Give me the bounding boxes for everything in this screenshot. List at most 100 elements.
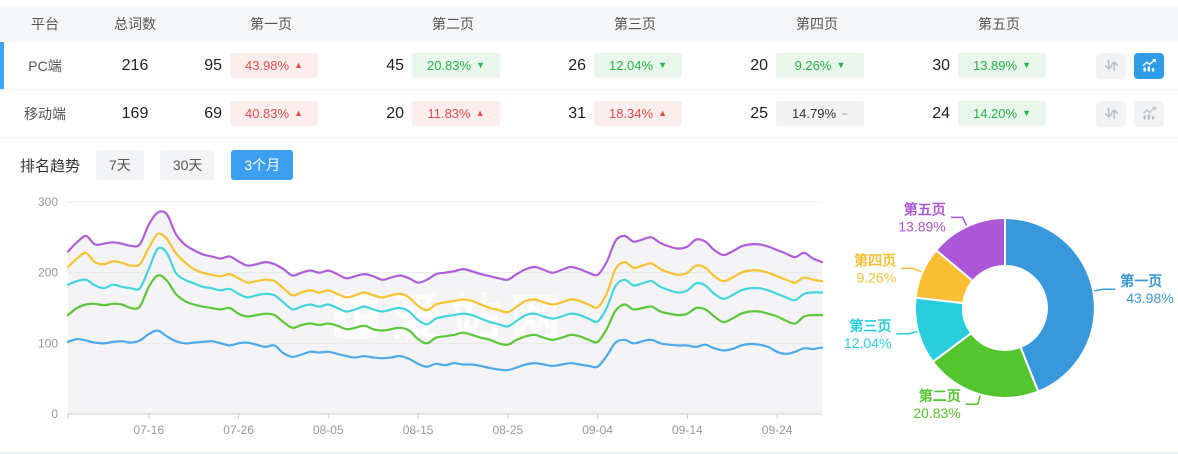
col-header-page4: 第四页	[796, 16, 838, 32]
page1-cell: 69 40.83% ▲	[180, 101, 362, 126]
trend-arrow-icon: ▼	[658, 60, 667, 70]
trend-arrow-icon: ▼	[836, 60, 846, 70]
page4-cell: 20 9.26% ▼	[726, 53, 908, 78]
platform-label: PC端	[28, 57, 62, 74]
x-axis-tick-label: 09-24	[762, 423, 793, 437]
keyword-count: 69	[204, 104, 222, 122]
page5-cell: 30 13.89% ▼	[908, 53, 1090, 78]
percent-value: 9.26%	[794, 58, 832, 73]
keyword-count: 31	[568, 104, 586, 122]
y-axis-tick-label: 100	[38, 336, 58, 350]
trend-arrow-icon: ▼	[1022, 108, 1031, 118]
trend-chart-icon	[1142, 107, 1156, 120]
total-words-value: 169	[121, 104, 149, 122]
page4-cell: 25 14.79% −	[726, 101, 908, 126]
series-line-第四页	[66, 232, 824, 314]
slice-percent: 12.04%	[844, 335, 891, 351]
stacked-area-fill	[68, 211, 822, 414]
percent-value: 20.83%	[426, 58, 472, 73]
percent-value: 14.20%	[972, 106, 1018, 121]
trend-arrow-icon: ▲	[475, 108, 485, 118]
col-header-page3: 第三页	[614, 16, 656, 32]
slice-label: 第三页	[849, 318, 891, 334]
percent-pill: 13.89% ▼	[958, 53, 1046, 78]
y-axis-tick-label: 300	[38, 195, 58, 209]
rank-trend-title: 排名趋势	[20, 157, 81, 175]
x-axis-tick-label: 08-15	[403, 423, 434, 437]
percent-pill: 12.04% ▼	[594, 53, 682, 78]
charts-row: 0 100 200 300 爱站网 07-16 07-26 08-05 08-15 08-25 09…	[0, 192, 1178, 452]
range-tab-3m[interactable]: 3个月	[231, 150, 294, 180]
keyword-count: 20	[750, 56, 768, 74]
percent-pill: 18.34% ▲	[594, 101, 682, 126]
percent-pill: 20.83% ▼	[412, 53, 500, 78]
trend-arrow-icon: ▲	[294, 60, 303, 70]
range-tab-7d[interactable]: 7天	[96, 150, 144, 180]
percent-pill: 40.83% ▲	[230, 101, 318, 126]
page3-cell: 31 18.34% ▲	[544, 101, 726, 126]
page2-cell: 20 11.83% ▲	[362, 101, 544, 126]
callout-line	[896, 330, 918, 335]
slice-label: 第五页	[904, 201, 946, 217]
col-header-page5: 第五页	[978, 16, 1020, 32]
sort-button[interactable]	[1096, 52, 1126, 79]
row-actions	[1090, 100, 1178, 127]
trend-arrow-icon: ▲	[294, 108, 303, 118]
donut-slice-第五页	[934, 216, 1006, 283]
series-line-第三页	[66, 246, 824, 328]
trend-arrow-icon: ▼	[1022, 60, 1031, 70]
trend-arrow-icon: −	[841, 106, 849, 121]
slice-percent: 9.26%	[856, 269, 896, 285]
page5-cell: 24 14.20% ▼	[908, 101, 1090, 126]
page3-cell: 26 12.04% ▼	[544, 53, 726, 78]
percent-value: 18.34%	[608, 106, 654, 121]
keyword-count: 26	[568, 56, 586, 74]
keyword-count: 95	[204, 56, 222, 74]
x-axis-tick-label: 09-04	[582, 423, 613, 437]
page2-cell: 45 20.83% ▼	[362, 53, 544, 78]
row-actions	[1090, 52, 1178, 79]
keyword-count: 25	[750, 104, 768, 122]
trend-chart-button[interactable]	[1134, 52, 1164, 79]
callout-line	[965, 395, 981, 405]
trend-chart-button[interactable]	[1134, 100, 1164, 127]
y-axis-tick-label: 0	[51, 407, 58, 421]
percent-value: 13.89%	[972, 58, 1018, 73]
trend-chart-icon	[1142, 59, 1156, 72]
col-header-page2: 第二页	[432, 16, 474, 32]
x-axis-tick-label: 07-26	[223, 423, 254, 437]
keyword-count: 24	[932, 104, 950, 122]
slice-percent: 13.89%	[898, 218, 945, 234]
table-row-pc[interactable]: PC端 216 95 43.98% ▲ 45 20.83% ▼ 26 12.04% ▼…	[0, 42, 1178, 90]
col-header-platform: 平台	[31, 16, 59, 32]
col-header-total-words: 总词数	[114, 16, 156, 32]
x-axis-tick-label: 08-05	[313, 423, 344, 437]
platform-label: 移动端	[24, 105, 66, 122]
percent-pill: 43.98% ▲	[230, 53, 318, 78]
percent-value: 11.83%	[427, 106, 471, 121]
slice-percent: 20.83%	[913, 405, 960, 421]
page1-cell: 95 43.98% ▲	[180, 53, 362, 78]
y-axis-tick-label: 200	[38, 266, 58, 280]
slice-label: 第一页	[1120, 273, 1162, 289]
callout-line	[1094, 288, 1116, 292]
trend-arrow-icon: ▲	[658, 108, 667, 118]
sort-button[interactable]	[1096, 100, 1126, 127]
percent-pill: 14.79% −	[776, 101, 864, 126]
range-tab-30d[interactable]: 30天	[159, 150, 216, 180]
donut-slice-第一页	[1004, 216, 1096, 393]
x-axis-tick-label: 07-16	[133, 423, 164, 437]
rank-trend-header: 排名趋势 7天 30天 3个月	[0, 138, 1178, 192]
x-axis-tick-label: 09-14	[672, 423, 703, 437]
series-line-第二页	[66, 274, 824, 346]
keyword-rank-table: 平台 总词数 第一页 第二页 第三页 第四页 第五页 PC端 216 95 43…	[0, 6, 1178, 138]
series-line-第五页	[66, 210, 824, 284]
percent-pill: 14.20% ▼	[958, 101, 1046, 126]
table-row-mobile[interactable]: 移动端 169 69 40.83% ▲ 20 11.83% ▲ 31 18.34% ▲…	[0, 90, 1178, 138]
percent-value: 14.79%	[791, 106, 837, 121]
callout-line	[901, 267, 922, 273]
slice-label: 第二页	[919, 388, 961, 404]
